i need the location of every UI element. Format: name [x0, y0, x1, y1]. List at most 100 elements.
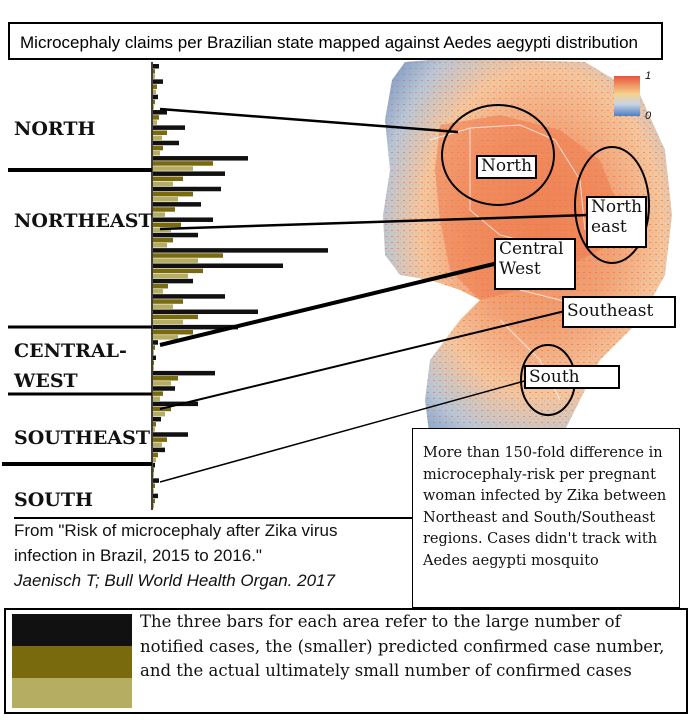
bar-predicted-12 [153, 237, 173, 243]
bar-predicted-2 [153, 84, 157, 89]
bar-confirmed-1 [153, 74, 155, 79]
bar-predicted-25 [153, 437, 167, 442]
bar-predicted-19 [153, 345, 155, 350]
legend-text: The three bars for each area refer to th… [140, 612, 665, 680]
region-label-central-west: CENTRAL- WEST [14, 340, 127, 392]
bar-notified-24 [153, 416, 161, 422]
bar-predicted-20 [153, 360, 154, 366]
bar-confirmed-28 [153, 488, 154, 494]
bar-notified-29 [153, 493, 158, 499]
connector-northeast [159, 213, 589, 231]
bar-notified-4 [153, 110, 167, 115]
bar-confirmed-19 [153, 350, 154, 355]
map-label-northeast: North east [586, 196, 647, 248]
bar-confirmed-17 [153, 319, 183, 325]
bar-predicted-11 [153, 222, 181, 228]
bar-confirmed-14 [153, 273, 188, 279]
bar-notified-1 [153, 64, 159, 69]
bar-predicted-22 [153, 391, 163, 396]
bar-notified-21 [153, 370, 215, 376]
bar-notified-22 [153, 386, 175, 391]
bar-predicted-14 [153, 268, 203, 274]
bar-predicted-5 [153, 130, 167, 136]
bar-notified-27 [153, 462, 155, 468]
bar-predicted-21 [153, 376, 178, 381]
legend-swatch-confirmed [12, 678, 132, 708]
bar-confirmed-23 [153, 411, 165, 417]
region-label-north: NORTH [14, 118, 96, 140]
region-label-southeast: SOUTHEAST [14, 427, 151, 449]
connector-north [159, 107, 459, 134]
bar-confirmed-9 [153, 196, 178, 202]
bar-confirmed-13 [153, 258, 198, 263]
bar-notified-19 [153, 340, 158, 345]
bar-notified-2 [153, 79, 163, 84]
bar-confirmed-25 [153, 442, 162, 448]
bar-confirmed-2 [153, 89, 156, 95]
bar-notified-7 [153, 156, 248, 161]
bar-notified-10 [153, 202, 201, 207]
bar-predicted-13 [153, 253, 223, 258]
bar-predicted-24 [153, 422, 156, 427]
bar-notified-28 [153, 478, 159, 483]
bar-confirmed-16 [153, 304, 173, 309]
bar-predicted-4 [153, 115, 159, 120]
bar-confirmed-20 [153, 365, 154, 371]
bar-confirmed-29 [153, 503, 154, 509]
figure-title: Microcephaly claims per Brazilian state … [8, 22, 663, 60]
bar-notified-3 [153, 94, 158, 100]
bar-confirmed-27 [153, 473, 154, 478]
bar-confirmed-7 [153, 166, 193, 171]
bar-notified-11 [153, 217, 213, 222]
map-label-north: North [476, 155, 538, 179]
bar-confirmed-5 [153, 135, 162, 141]
bar-confirmed-4 [153, 120, 157, 125]
map-label-central-west: Central West [494, 238, 576, 290]
bar-predicted-16 [153, 299, 183, 304]
bar-confirmed-6 [153, 150, 160, 156]
bar-predicted-1 [153, 69, 155, 74]
bar-confirmed-3 [153, 104, 154, 110]
map-label-south: South [524, 365, 620, 389]
bar-notified-13 [153, 248, 328, 253]
bar-predicted-15 [153, 283, 168, 289]
bar-predicted-3 [153, 99, 155, 105]
bar-confirmed-26 [153, 457, 156, 463]
bar-notified-14 [153, 263, 283, 268]
map-label-southeast: Southeast [562, 296, 676, 328]
region-label-south: SOUTH [14, 489, 93, 511]
bar-notified-16 [153, 294, 225, 299]
bar-confirmed-12 [153, 243, 167, 248]
bar-predicted-8 [153, 176, 183, 182]
bar-predicted-29 [153, 498, 155, 504]
bar-confirmed-24 [153, 427, 155, 432]
bar-notified-18 [153, 324, 238, 330]
bar-predicted-6 [153, 145, 163, 151]
bar-notified-12 [153, 232, 198, 238]
bar-notified-17 [153, 309, 258, 315]
bar-notified-9 [153, 186, 221, 192]
north-region-circle [441, 104, 555, 206]
bar-notified-26 [153, 447, 165, 453]
bar-confirmed-8 [153, 181, 173, 187]
bar-notified-8 [153, 171, 225, 176]
colorbar-min-label: 0 [645, 110, 652, 122]
bar-notified-20 [153, 355, 156, 361]
connector-southeast [159, 310, 566, 410]
citation: From "Risk of microcephaly after Zika vi… [14, 518, 394, 593]
bar-confirmed-15 [153, 289, 163, 294]
bar-predicted-17 [153, 314, 198, 320]
bar-notified-5 [153, 125, 185, 130]
bar-notified-23 [153, 401, 198, 407]
bar-predicted-26 [153, 452, 158, 458]
connector-south [159, 379, 529, 483]
colorbar [614, 76, 640, 116]
legend-swatch-predicted [12, 646, 132, 678]
connector-central-west [159, 261, 499, 347]
bar-predicted-9 [153, 191, 193, 197]
bar-confirmed-10 [153, 212, 165, 217]
bar-confirmed-22 [153, 396, 160, 401]
